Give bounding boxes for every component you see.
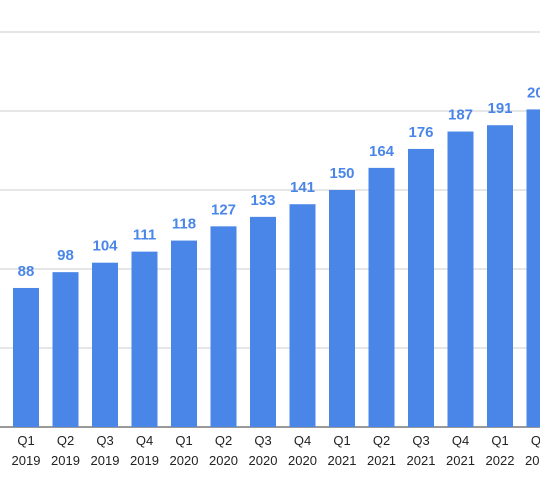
bar (250, 216, 276, 427)
x-tick-label: Q2 2021 (367, 433, 396, 468)
x-tick-label: Q1 2021 (327, 433, 357, 468)
data-label: 141 (290, 179, 315, 196)
x-tick-label: Q1 2019 (11, 433, 41, 468)
bar (408, 148, 434, 428)
data-label: 201 (527, 84, 540, 101)
data-label: 164 (369, 143, 395, 160)
data-label: 133 (250, 192, 275, 209)
bar (13, 287, 39, 427)
x-tick-label: Q3 2020 (248, 433, 278, 468)
x-tick-label: Q2 2020 (209, 433, 238, 468)
data-label: 98 (57, 247, 74, 264)
bar (210, 226, 237, 427)
x-tick-label: Q4 2019 (130, 433, 159, 468)
data-label: 88 (18, 263, 35, 280)
x-tick-label: Q4 2021 (446, 433, 475, 468)
data-label: 104 (92, 238, 118, 255)
bar (131, 251, 158, 427)
data-label: 118 (172, 216, 196, 233)
data-label: 191 (487, 100, 512, 117)
bar (329, 190, 355, 427)
data-label: 187 (448, 107, 473, 124)
bar (487, 125, 513, 427)
x-tick-label: Q2 2019 (51, 433, 80, 468)
data-label: 150 (329, 165, 354, 182)
data-label: 111 (133, 227, 156, 244)
bar (52, 272, 79, 427)
x-tick-label: Q1 2022 (485, 433, 515, 468)
bar (289, 204, 316, 427)
data-label: 176 (408, 124, 433, 141)
x-tick-label: Q4 2020 (288, 433, 317, 468)
data-label: 127 (211, 201, 236, 218)
bar (171, 240, 197, 427)
bar (92, 262, 118, 427)
x-tick-label: Q3 2019 (90, 433, 120, 468)
bar (526, 109, 540, 428)
bar (447, 131, 474, 428)
bar (368, 167, 395, 427)
x-tick-label: Q1 2020 (169, 433, 199, 468)
x-tick-label: Q2 2022 (525, 433, 540, 468)
x-tick-label: Q3 2021 (406, 433, 436, 468)
